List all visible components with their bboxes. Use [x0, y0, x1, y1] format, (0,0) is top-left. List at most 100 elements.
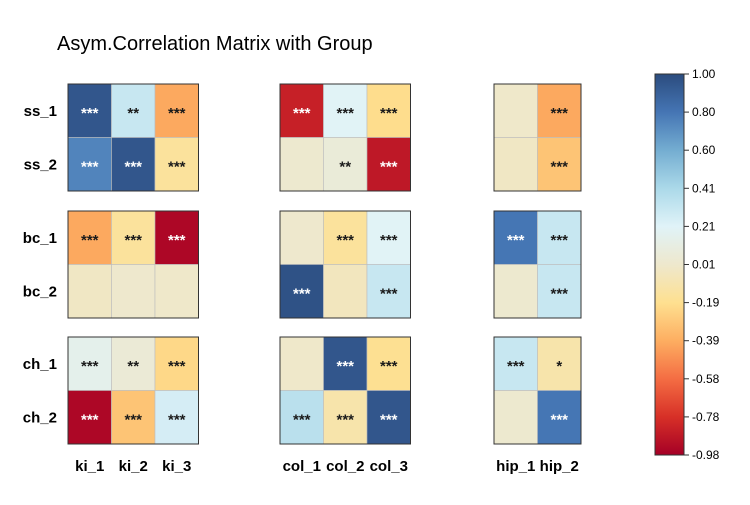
significance-label: ***: [336, 232, 354, 249]
heatmap-cell: [537, 264, 582, 319]
heatmap-cell: [366, 210, 411, 265]
heatmap-cell: [493, 83, 538, 138]
group-block-border: [279, 83, 411, 192]
significance-label: ***: [293, 411, 311, 428]
significance-label: ***: [380, 285, 398, 302]
significance-label: **: [339, 158, 351, 175]
significance-label: ***: [168, 105, 186, 122]
heatmap-cell: [111, 264, 156, 319]
column-label: ki_2: [119, 458, 148, 475]
significance-label: ***: [81, 411, 99, 428]
significance-label: ***: [81, 158, 99, 175]
heatmap-cell: [323, 83, 368, 138]
row-label: ch_1: [23, 356, 57, 373]
heatmap-cell: [279, 336, 324, 391]
significance-label: ***: [168, 411, 186, 428]
group-block-border: [493, 336, 582, 445]
significance-label: ***: [293, 285, 311, 302]
significance-label: ***: [168, 358, 186, 375]
heatmap-cell: [67, 390, 112, 445]
heatmap-cell: [279, 83, 324, 138]
group-borders: [67, 83, 582, 445]
heatmap-cells: *** ** *** *** *** *** ****** *** *** ** *** ******…: [67, 83, 582, 445]
colorbar: 1.00 0.80 0.60 0.41 0.21 0.01 -0.19 -0.39 -0.58 -…: [654, 67, 720, 462]
significance-label: ***: [168, 232, 186, 249]
heatmap-cell: [366, 390, 411, 445]
significance-label: ***: [336, 411, 354, 428]
significance-label: ***: [336, 358, 354, 375]
colorbar-tick-label: 0.60: [692, 143, 716, 157]
column-labels: ki_1 ki_2 ki_3 col_1 col_2 col_3 hip_1 hip_2: [75, 458, 579, 475]
row-label: ch_2: [23, 409, 57, 426]
group-block-border: [67, 83, 199, 192]
colorbar-tick-label: -0.58: [692, 372, 720, 386]
heatmap-cell: [537, 210, 582, 265]
group-block-border: [279, 336, 411, 445]
significance-label: ***: [380, 411, 398, 428]
heatmap-cell: [366, 83, 411, 138]
significance-label: ***: [380, 105, 398, 122]
heatmap-cell: [279, 137, 324, 192]
colorbar-tick-label: -0.98: [692, 448, 720, 462]
row-label: bc_1: [23, 230, 57, 247]
heatmap-cell: [111, 336, 156, 391]
colorbar-tick-label: -0.78: [692, 410, 720, 424]
group-block-border: [279, 210, 411, 319]
significance-label: ***: [507, 232, 525, 249]
significance-label: ***: [550, 158, 568, 175]
colorbar-tick-label: 1.00: [692, 67, 716, 81]
heatmap-cell: [493, 390, 538, 445]
group-block-border: [67, 336, 199, 445]
heatmap-cell: [154, 210, 199, 265]
significance-label: *: [556, 358, 562, 375]
significance-label: **: [127, 105, 139, 122]
significance-label: ***: [550, 411, 568, 428]
heatmap-cell: [323, 210, 368, 265]
significance-label: ***: [124, 232, 142, 249]
column-label: col_1: [283, 458, 321, 475]
significance-label: ***: [550, 232, 568, 249]
column-label: col_2: [326, 458, 364, 475]
colorbar-tick-label: 0.01: [692, 258, 716, 272]
chart-title: Asym.Correlation Matrix with Group: [57, 33, 373, 55]
significance-label: **: [127, 358, 139, 375]
significance-label: ***: [380, 158, 398, 175]
heatmap-cell: [493, 210, 538, 265]
heatmap-cell: [111, 83, 156, 138]
colorbar-tick-label: 0.80: [692, 105, 716, 119]
heatmap-cell: [279, 210, 324, 265]
column-label: ki_3: [162, 458, 191, 475]
column-label: hip_1: [496, 458, 535, 475]
row-labels: ss_1 ss_2 bc_1 bc_2 ch_1 ch_2: [23, 103, 57, 427]
colorbar-tick-label: -0.19: [692, 296, 720, 310]
column-label: ki_1: [75, 458, 104, 475]
heatmap-cell: [537, 390, 582, 445]
heatmap-cell: [493, 264, 538, 319]
group-block-border: [67, 210, 199, 319]
colorbar-tick-label: -0.39: [692, 334, 720, 348]
significance-label: ***: [81, 232, 99, 249]
heatmap-cell: [323, 336, 368, 391]
heatmap-cell: [67, 83, 112, 138]
row-label: bc_2: [23, 283, 57, 300]
significance-label: ***: [293, 105, 311, 122]
significance-label: ***: [550, 285, 568, 302]
heatmap-cell: [493, 137, 538, 192]
heatmap-cell: [366, 336, 411, 391]
significance-label: ***: [81, 358, 99, 375]
heatmap-cell: [366, 264, 411, 319]
significance-label: ***: [336, 105, 354, 122]
heatmap-cell: [323, 390, 368, 445]
heatmap-cell: [67, 264, 112, 319]
heatmap-cell: [154, 264, 199, 319]
column-label: col_3: [370, 458, 408, 475]
significance-label: ***: [168, 158, 186, 175]
significance-label: ***: [380, 232, 398, 249]
heatmap-cell: [279, 264, 324, 319]
row-label: ss_1: [24, 103, 57, 120]
group-block-border: [493, 83, 582, 192]
significance-label: ***: [81, 105, 99, 122]
column-label: hip_2: [540, 458, 579, 475]
